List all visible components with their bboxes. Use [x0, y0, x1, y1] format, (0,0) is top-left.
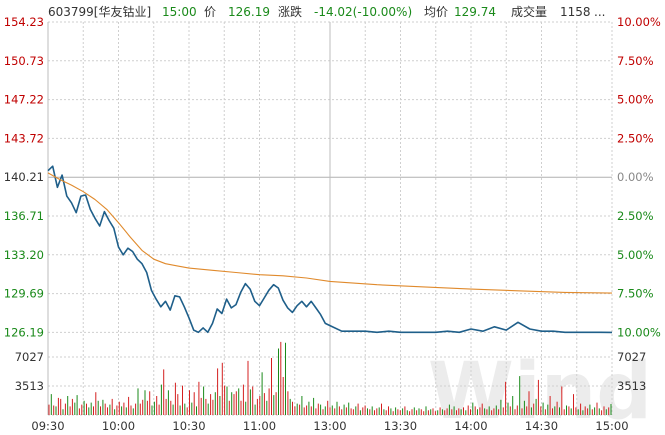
change-label: 涨跌	[278, 4, 302, 19]
time-tick-label: 13:30	[384, 419, 417, 433]
avg-value: 129.74	[454, 5, 496, 19]
time-tick-label: 13:00	[313, 419, 346, 433]
right-tick-label: 10.00%	[617, 15, 661, 29]
header-time: 15:00	[162, 5, 197, 19]
left-tick-label: 150.73	[4, 54, 44, 68]
right-tick-label: 5.00%	[617, 248, 654, 262]
volume-value: 1158	[560, 5, 591, 19]
series-lines	[47, 165, 613, 334]
header-ellipsis: ...	[594, 5, 605, 19]
change-value: -14.02(-10.00%)	[314, 5, 412, 19]
avg-label: 均价	[424, 5, 448, 19]
chart-header: 603799[华友钴业] 15:00 价 126.19 涨跌 -14.02(-1…	[48, 4, 605, 19]
right-tick-label: 10.00%	[617, 325, 661, 339]
right-tick-label: 0.00%	[617, 170, 654, 184]
volume-tick-left: 3513	[15, 379, 44, 393]
left-tick-label: 140.21	[4, 170, 44, 184]
volume-tick-right: 3513	[617, 379, 646, 393]
price-value: 126.19	[228, 5, 270, 19]
stock-code-name: 603799[华友钴业]	[48, 4, 151, 19]
left-tick-label: 154.23	[4, 15, 44, 29]
time-tick-label: 14:30	[525, 419, 558, 433]
volume-tick-right: 7027	[617, 350, 646, 364]
right-percent-axis: 10.00% 7.50% 5.00% 2.50% 0.00% 2.50% 5.00% 7.50…	[617, 15, 661, 339]
left-price-axis: 154.23 150.73 147.22 143.72 140.21 136.71 133.…	[4, 15, 44, 339]
time-tick-label: 09:30	[31, 419, 64, 433]
right-tick-label: 7.50%	[617, 287, 654, 301]
volume-label: 成交量	[511, 4, 547, 19]
time-tick-label: 15:00	[595, 419, 628, 433]
volume-axis: 7027 7027 3513 3513	[15, 350, 647, 393]
time-tick-label: 11:00	[243, 419, 276, 433]
right-tick-label: 5.00%	[617, 93, 654, 107]
right-tick-label: 2.50%	[617, 131, 654, 145]
price-line	[47, 165, 613, 334]
volume-bars	[48, 341, 612, 415]
time-tick-label: 10:00	[102, 419, 135, 433]
watermark-text: Wind	[428, 347, 652, 435]
right-tick-label: 2.50%	[617, 209, 654, 223]
average-price-line	[47, 172, 613, 294]
left-tick-label: 136.71	[4, 209, 44, 223]
time-axis: 09:30 10:00 10:30 11:00 13:00 13:30 14:00 14:30…	[31, 419, 628, 433]
left-tick-label: 143.72	[4, 131, 44, 145]
price-label: 价	[204, 5, 216, 19]
right-tick-label: 7.50%	[617, 54, 654, 68]
grid-lines	[47, 21, 613, 416]
time-tick-label: 14:00	[454, 419, 487, 433]
left-tick-label: 129.69	[4, 287, 44, 301]
time-tick-label: 10:30	[172, 419, 205, 433]
left-tick-label: 133.20	[4, 248, 44, 262]
volume-tick-left: 7027	[15, 350, 44, 364]
left-tick-label: 147.22	[4, 93, 44, 107]
left-tick-label: 126.19	[4, 325, 44, 339]
